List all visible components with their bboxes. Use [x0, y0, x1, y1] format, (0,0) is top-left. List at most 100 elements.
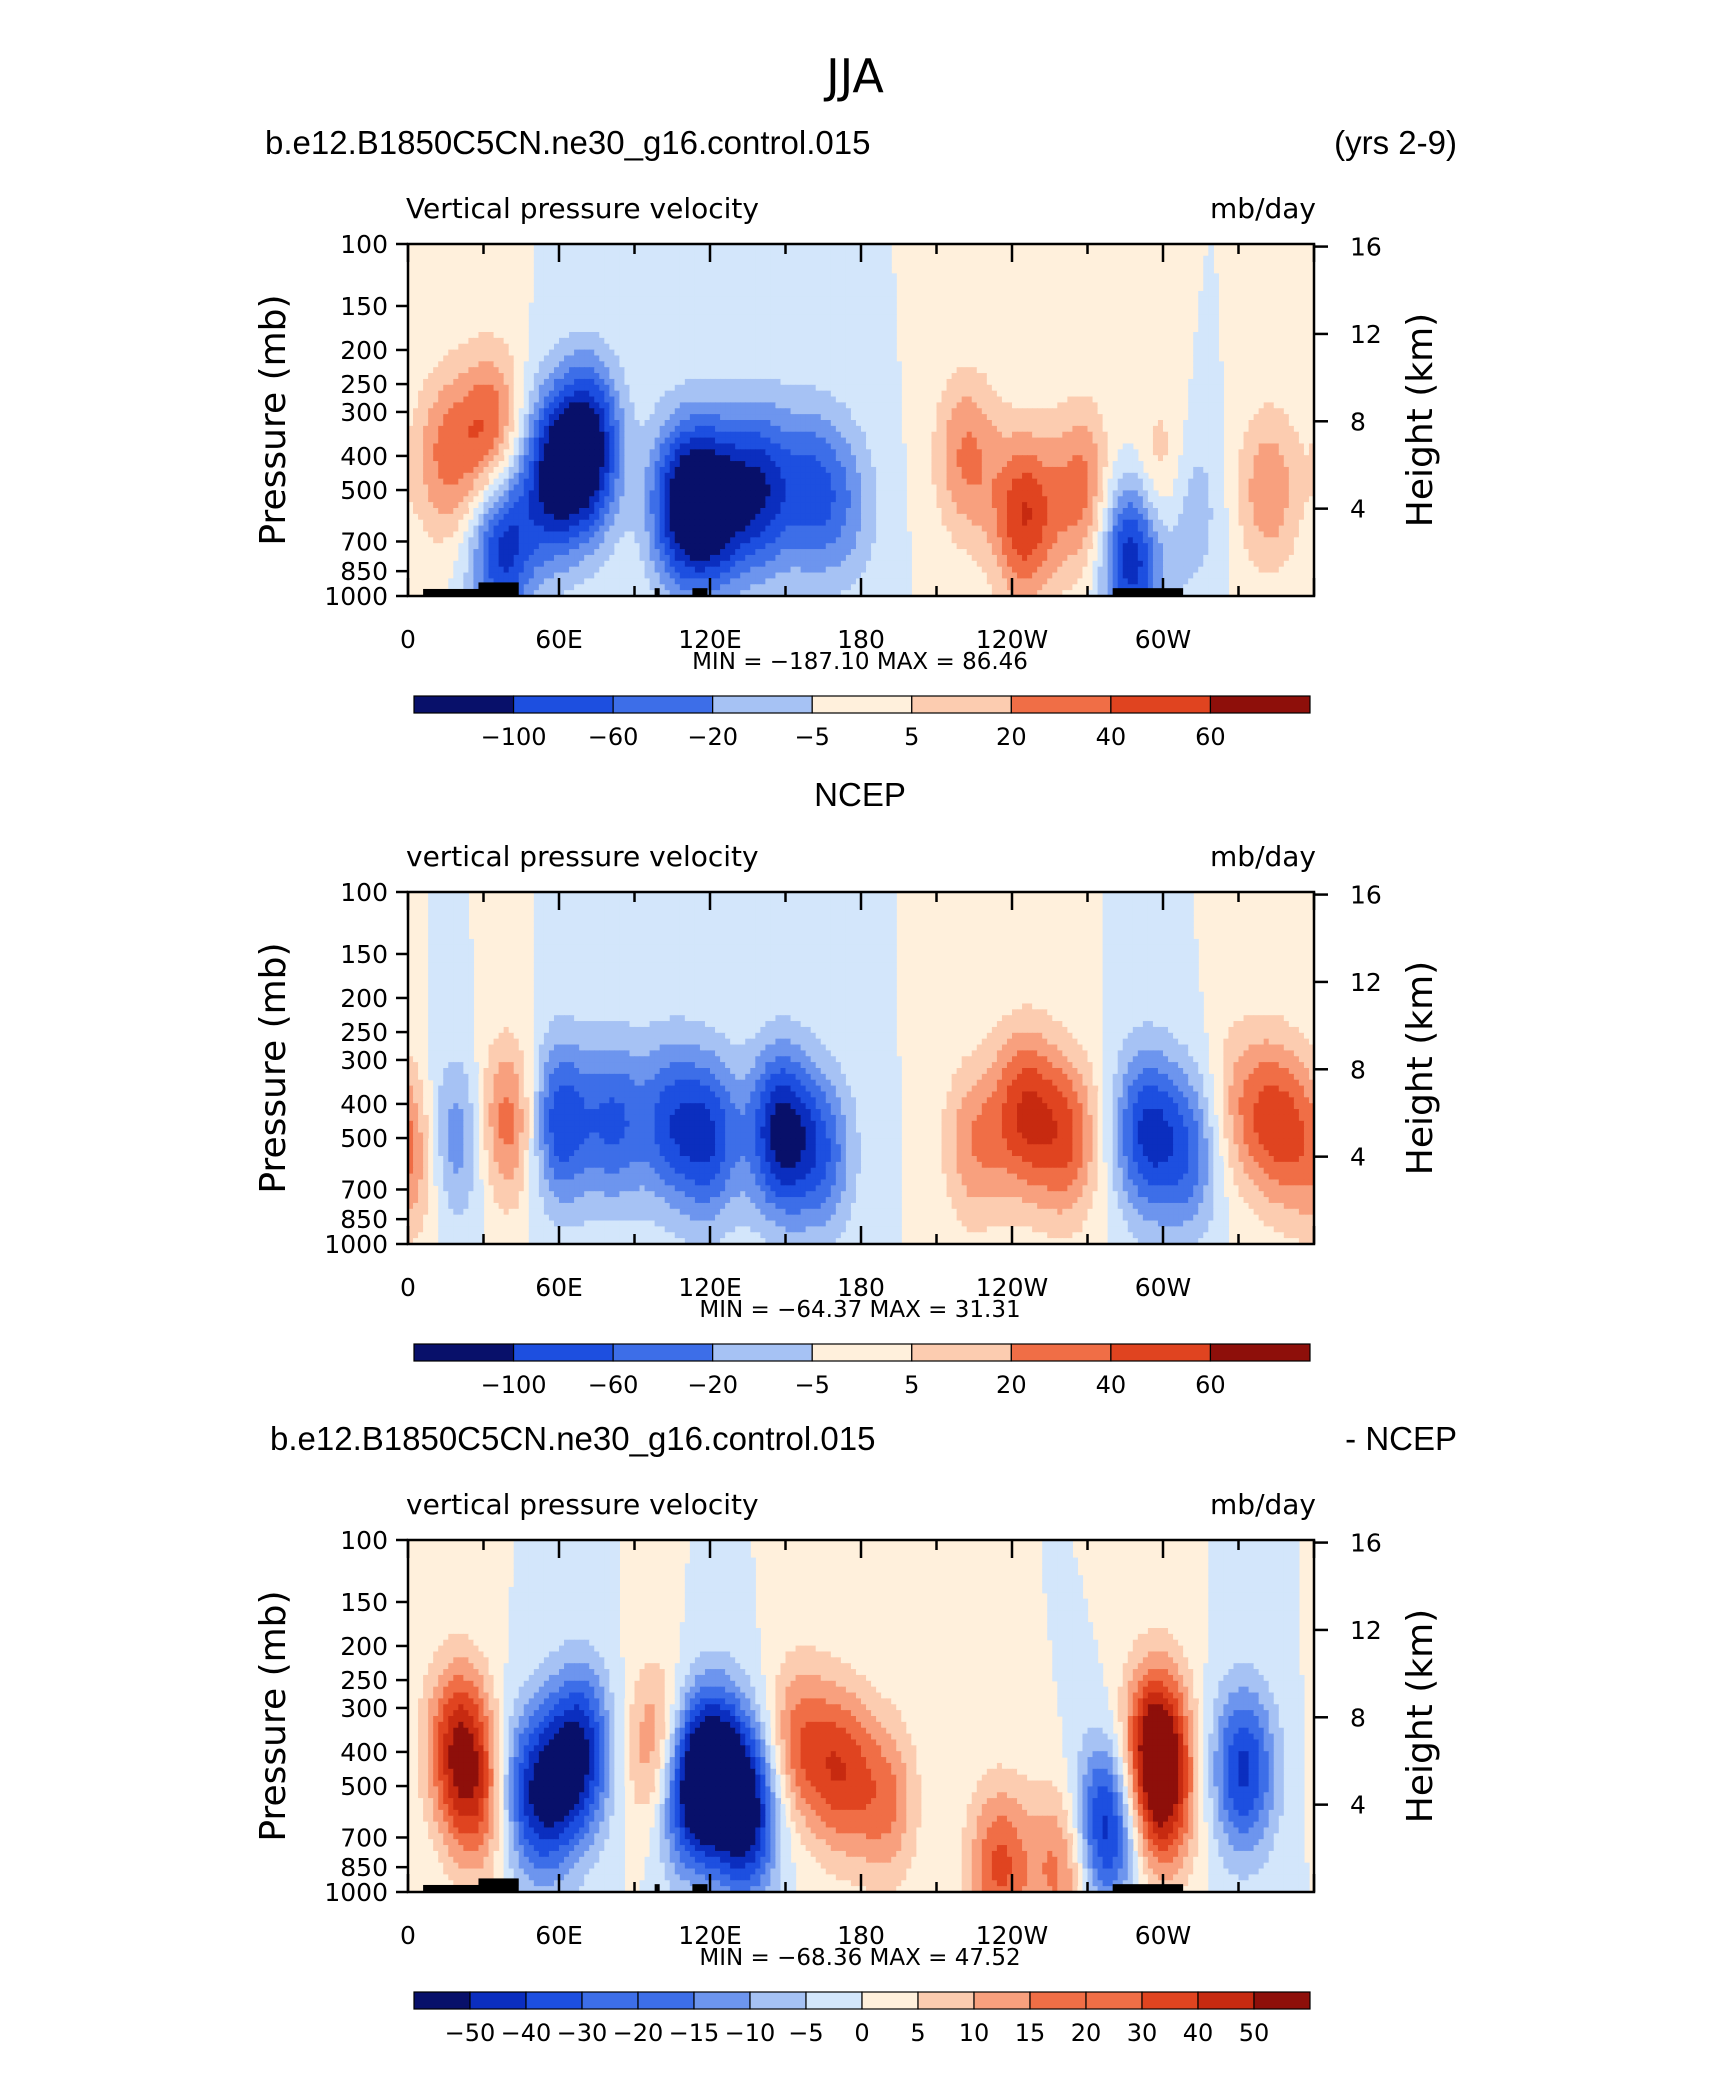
heatmap-cell [966, 343, 973, 351]
heatmap-cell [1253, 384, 1260, 392]
heatmap-cell [1147, 478, 1154, 486]
heatmap-cell [720, 390, 726, 398]
heatmap-cell [1188, 396, 1194, 403]
heatmap-cell [775, 279, 782, 286]
heatmap-cell [644, 402, 651, 409]
heatmap-cell [579, 343, 585, 351]
heatmap-cell [448, 466, 454, 474]
heatmap-cell [886, 437, 892, 445]
heatmap-field [408, 244, 1314, 596]
heatmap-cell [453, 431, 459, 439]
heatmap-cell [574, 373, 580, 380]
heatmap-cell [548, 384, 555, 392]
heatmap-cell [845, 326, 852, 333]
heatmap-cell [901, 461, 907, 468]
heatmap-cell [941, 367, 948, 374]
heatmap-cell [1147, 455, 1154, 462]
heatmap-cell [609, 314, 615, 321]
heatmap-cell [795, 414, 802, 421]
heatmap-cell [720, 461, 726, 468]
heatmap-cell [629, 396, 636, 403]
heatmap-cell [1198, 461, 1204, 468]
heatmap-cell [684, 449, 691, 456]
heatmap-cell [1278, 414, 1285, 421]
heatmap-cell [689, 267, 696, 274]
heatmap-cell [508, 472, 515, 480]
heatmap-cell [1203, 349, 1209, 357]
heatmap-cell [468, 355, 475, 362]
heatmap-cell [488, 484, 495, 491]
heatmap-cell [594, 431, 600, 439]
heatmap-cell [1253, 478, 1260, 486]
heatmap-cell [795, 461, 802, 468]
heatmap-cell [775, 267, 782, 274]
heatmap-cell [533, 326, 540, 333]
heatmap-cell [795, 285, 802, 292]
heatmap-cell [639, 296, 646, 304]
heatmap-cell [1037, 461, 1043, 468]
heatmap-cell [1188, 425, 1194, 433]
heatmap-cell [453, 461, 459, 468]
heatmap-cell [760, 478, 766, 486]
heatmap-cell [740, 472, 746, 480]
heatmap-cell [876, 249, 882, 257]
heatmap-cell [1213, 290, 1219, 298]
heatmap-cell [996, 466, 1003, 474]
heatmap-cell [1218, 402, 1224, 409]
heatmap-cell [926, 431, 933, 439]
heatmap-cell [740, 320, 746, 327]
heatmap-cell [956, 384, 963, 392]
heatmap-cell [624, 378, 631, 386]
heatmap-cell [1047, 425, 1053, 433]
heatmap-cell [604, 332, 610, 339]
heatmap-cell [840, 437, 847, 445]
heatmap-cell [1298, 478, 1305, 486]
heatmap-cell [755, 402, 761, 409]
heatmap-cell [825, 478, 832, 486]
heatmap-cell [966, 461, 973, 468]
heatmap-cell [1097, 431, 1104, 439]
heatmap-cell [760, 296, 766, 304]
heatmap-cell [589, 461, 595, 468]
heatmap-cell [659, 290, 666, 298]
heatmap-cell [599, 244, 605, 251]
heatmap-cell [1017, 472, 1023, 480]
heatmap-cell [1017, 425, 1023, 433]
heatmap-cell [770, 249, 777, 257]
heatmap-cell [891, 390, 897, 398]
heatmap-cell [956, 466, 963, 474]
heatmap-cell [654, 455, 661, 462]
heatmap-cell [725, 367, 731, 374]
heatmap-cell [473, 332, 480, 339]
heatmap-cell [478, 332, 485, 339]
heatmap-cell [619, 384, 626, 392]
heatmap-cell [704, 261, 711, 269]
heatmap-cell [971, 478, 978, 486]
heatmap-cell [1087, 373, 1094, 380]
heatmap-cell [966, 373, 973, 380]
heatmap-cell [1122, 466, 1129, 474]
heatmap-cell [463, 402, 469, 409]
heatmap-cell [594, 244, 600, 251]
heatmap-cell [775, 367, 782, 374]
heatmap-cell [629, 373, 636, 380]
heatmap-cell [720, 255, 726, 263]
heatmap-cell [840, 285, 847, 292]
heatmap-cell [574, 414, 580, 421]
heatmap-cell [674, 461, 681, 468]
heatmap-cell [619, 449, 626, 456]
heatmap-cell [1303, 478, 1310, 486]
heatmap-cell [1203, 408, 1209, 415]
heatmap-cell [418, 484, 424, 491]
heatmap-cell [1052, 478, 1058, 486]
heatmap-cell [1012, 425, 1018, 433]
heatmap-cell [876, 431, 882, 439]
heatmap-cell [971, 449, 978, 456]
heatmap-cell [715, 302, 721, 310]
heatmap-cell [835, 261, 842, 269]
heatmap-cell [760, 361, 766, 368]
heatmap-cell [1072, 478, 1079, 486]
heatmap-cell [760, 349, 766, 357]
heatmap-cell [760, 367, 766, 374]
heatmap-cell [569, 285, 575, 292]
